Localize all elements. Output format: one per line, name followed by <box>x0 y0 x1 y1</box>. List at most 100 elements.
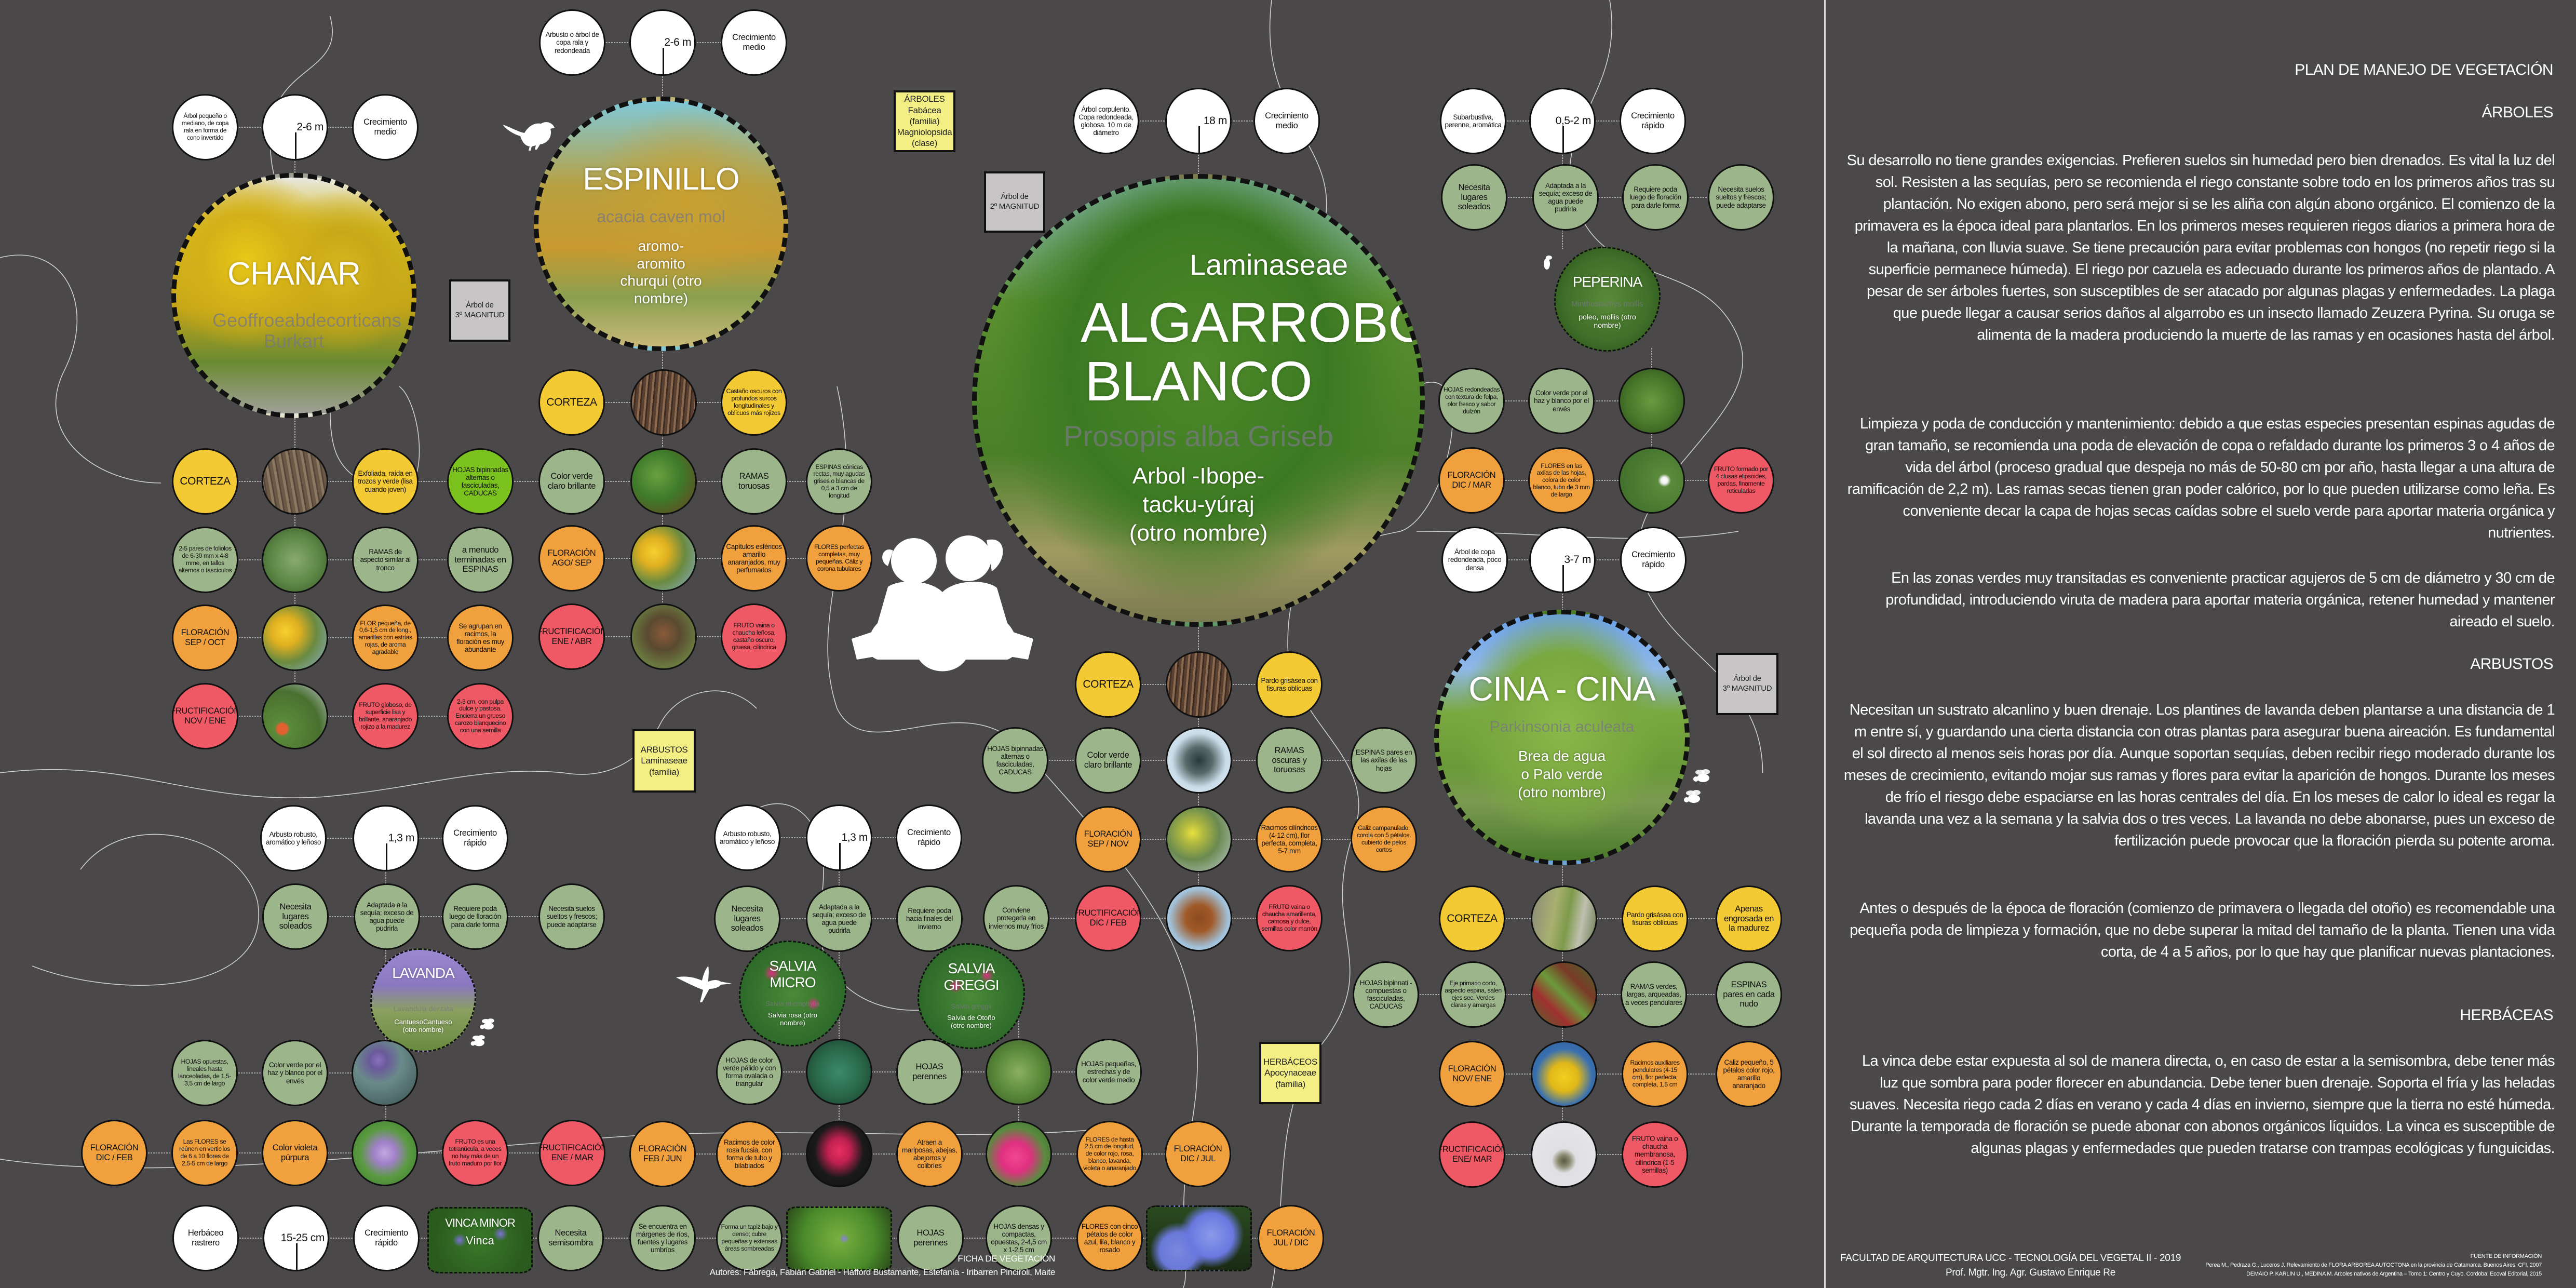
sheet-title: FICHA DE VEGETACIÓN <box>957 1254 1055 1264</box>
characteristic-node: Crecimiento medio <box>1253 88 1320 154</box>
paragraph-arbustos-2: Antes o después de la época de floración… <box>1850 900 2555 960</box>
characteristic-node: Árbol corpulento. Copa redondeada, globo… <box>1073 88 1139 154</box>
label-line: Fabácea <box>908 105 941 115</box>
node-text: CORTEZA <box>546 396 597 409</box>
node-text: Requiere poda hacia finales del invierno <box>906 907 953 931</box>
node-text: CORTEZA <box>180 475 231 488</box>
characteristic-node: Forma un tapiz bajo y denso; cubre peque… <box>716 1205 783 1271</box>
characteristic-node: RAMAS toruosas <box>721 448 787 515</box>
node-text: FRUTO es una tetranúcula, a veces no hay… <box>448 1138 502 1167</box>
node-text: FLORES perfectas completas, muy pequeñas… <box>814 543 864 572</box>
characteristic-node: ESPINAS pares en cada nudo <box>1716 961 1782 1028</box>
bee-icon <box>1544 256 1552 270</box>
plant-title: VINCA MINOR <box>445 1216 515 1229</box>
node-text: FRUCTIFICACIÓN ENE / MAR <box>539 1143 605 1162</box>
node-text: FLORACIÓN JUL / DIC <box>1266 1228 1315 1247</box>
sources-heading: FUENTE DE INFORMACIÓN <box>2470 1253 2542 1259</box>
node-text: FRUTO formado por 4 clusas elipsoides, p… <box>1714 465 1769 494</box>
professor-line: Prof. Mgtr. Ing. Agr. Gustavo Enrique Re <box>1945 1267 2115 1278</box>
characteristic-node: Requiere poda luego de floración para da… <box>442 883 508 950</box>
label-arbustos: ARBUSTOS Laminaseae (familia) <box>632 729 696 793</box>
characteristic-node: HOJAS de color verde pálido y con forma … <box>716 1039 783 1105</box>
node-text: FLORACIÓN FEB / JUN <box>638 1144 687 1163</box>
characteristic-node: FRUCTIFICACIÓN ENE / MAR <box>539 1120 605 1186</box>
node-text: FRUCTIFICACIÓN ENE/ MAR <box>1439 1145 1505 1164</box>
characteristic-node: Color verde claro brillante <box>538 448 605 515</box>
height-node: 0,5-2 m <box>1529 88 1596 154</box>
node-text: FLORACIÓN DIC / MAR <box>1447 471 1496 490</box>
characteristic-node: Crecimiento rápido <box>353 1205 420 1271</box>
characteristic-node: Exfoliada, raída en trozos y verde (lisa… <box>352 448 419 515</box>
node-text: Necesita semisombra <box>548 1228 593 1247</box>
heading-arboles: ÁRBOLES <box>2481 104 2553 121</box>
characteristic-node: RAMAS verdes, largas, arqueadas, a veces… <box>1621 961 1687 1028</box>
characteristic-node: 2-5 pares de foliolos de 6-30 mm x 4-8 m… <box>172 527 238 593</box>
label-arboles: ÁRBOLES Fabácea (familia) Magniolopsida (cla… <box>894 90 955 152</box>
node-text: HOJAS de color verde pálido y con forma … <box>722 1056 776 1088</box>
node-text: Adaptada a la sequía; exceso de agua pue… <box>1539 181 1593 213</box>
faculty-line: FACULTAD DE ARQUITECTURA UCC - TECNOLOGÍ… <box>1840 1253 2181 1264</box>
bee-icon <box>1684 790 1701 803</box>
node-text: Crecimiento rápido <box>365 1228 408 1247</box>
node-text: 1,3 m <box>841 831 868 844</box>
characteristic-node: HOJAS pequeñas, estrechas y de color ver… <box>1075 1039 1142 1105</box>
height-node: 1,3 m <box>806 804 872 871</box>
node-text: Atraen a mariposas, abejas, abejorros y … <box>901 1138 957 1170</box>
node-text: 15-25 cm <box>280 1232 325 1244</box>
node-text: RAMAS de aspecto similar al tronco <box>360 548 411 572</box>
plant-photo-salvia-micro: SALVIA MICRO Salvia microphylla Salvia r… <box>739 941 846 1046</box>
node-text: 3-7 m <box>1564 554 1591 566</box>
characteristic-node: Color verde claro brillante <box>1075 727 1141 794</box>
plant-photo-lavanda: LAVANDA Lavandula dentata CantuesoCantue… <box>370 948 476 1052</box>
characteristic-node: Capítulos esféricos amarillo anaranjados… <box>721 525 787 592</box>
plant-scientific-name: Geoffroeabdecorticans Burkart <box>212 310 401 352</box>
height-node: 1,3 m <box>353 805 419 871</box>
label-line: 2º MAGNITUD <box>990 202 1040 211</box>
characteristic-node: Racimos auxiliares pendulares (4-15 cm),… <box>1622 1041 1688 1107</box>
characteristic-node: ESPINAS cónicas rectas, muy agudas grise… <box>806 448 872 515</box>
node-text: 2-6 m <box>664 36 691 49</box>
plant-title: LAVANDA <box>392 965 455 981</box>
node-text: HOJAS densas y compactas, opuestas, 2-4,… <box>991 1222 1047 1254</box>
label-line: 3º MAGNITUD <box>1722 684 1772 693</box>
node-text: HOJAS bipinnadas alternas o fasciculadas… <box>987 744 1043 776</box>
characteristic-node: FRUTO vaina o chaucha leñosa, castaño os… <box>721 603 787 670</box>
plant-family: Laminaseae <box>1190 248 1348 281</box>
management-plan-panel: PLAN DE MANEJO DE VEGETACIÓN ÁRBOLES Su … <box>1824 0 2576 1288</box>
plant-title: CHAÑAR <box>227 256 361 292</box>
authors: Autores: Fábrega, Fabián Gabriel - Haffo… <box>709 1267 1056 1277</box>
plant-common-name: poleo, mollis (otro nombre) <box>1579 313 1636 330</box>
characteristic-node: FLORES de hasta 2,5 cm de longitud, de c… <box>1076 1121 1143 1187</box>
vegetation-sheet: CHAÑAR Geoffroeabdecorticans Burkart ESP… <box>0 0 1782 1288</box>
node-text: 0,5-2 m <box>1555 115 1592 127</box>
plant-common-name: Salvia rosa (otro nombre) <box>768 1011 817 1027</box>
node-text: FLORES con cinco pétalos de color azul, … <box>1081 1222 1138 1254</box>
height-node: 2-6 m <box>629 9 696 76</box>
characteristic-node: FRUCTIFICACIÓN ENE/ MAR <box>1439 1121 1505 1188</box>
characteristic-node: Racimos cilíndricos (4-12 cm), flor perf… <box>1256 806 1323 873</box>
characteristic-node: Eje primario corto, aspecto espina, sale… <box>1440 961 1506 1028</box>
plant-scientific-name: Prosopis alba Griseb <box>1063 420 1333 452</box>
heading-arbustos: ARBUSTOS <box>2470 655 2553 673</box>
characteristic-node: Necesita lugares soleados <box>714 886 780 952</box>
node-text: 1,3 m <box>388 832 414 844</box>
node-text: 18 m <box>1203 115 1227 127</box>
node-text: FLORACIÓN SEP / OCT <box>181 628 230 647</box>
label-line: Árbol de <box>1001 192 1029 202</box>
photo-node <box>806 1121 872 1187</box>
characteristic-node: HOJAS redondeadas con textura de felpa, … <box>1438 368 1505 434</box>
heading-herbaceas: HERBÁCEAS <box>2460 1007 2553 1024</box>
characteristic-node: FLORACIÓN DIC / FEB <box>81 1120 147 1186</box>
photo-node <box>630 448 697 515</box>
node-text: FRUTO globoso, de superficie lisa y bril… <box>358 701 412 730</box>
plant-scientific-name: Minthostachys mollis <box>1571 300 1643 308</box>
node-text: Árbol de copa redondeada, poco densa <box>1448 548 1502 572</box>
node-text: Herbáceo rastrero <box>187 1228 224 1247</box>
node-text: Crecimiento medio <box>363 117 407 137</box>
node-text: HOJAS redondeadas con textura de felpa, … <box>1443 386 1500 415</box>
characteristic-node: Se encuentra en márgenes de ríos, fuente… <box>629 1205 696 1271</box>
characteristic-node: Se agrupan en racimos, la floración es m… <box>447 605 514 671</box>
node-text: FRUTO vaina o chaucha amarillenta, carno… <box>1261 903 1317 932</box>
characteristic-node: Crecimiento rápido <box>442 805 508 871</box>
node-text: Árbol corpulento. Copa redondeada, globo… <box>1078 105 1134 137</box>
